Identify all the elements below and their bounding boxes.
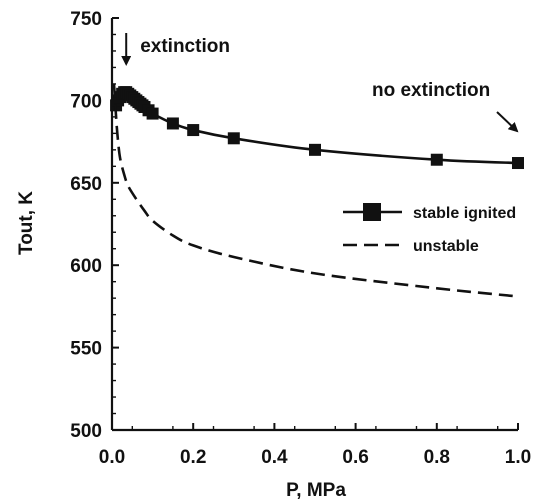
- x-tick-label: 0.8: [424, 447, 450, 468]
- no-extinction-arrow: [496, 111, 519, 133]
- x-tick-label: 0.2: [180, 447, 206, 468]
- series-line-unstable: [112, 83, 519, 298]
- data-point-marker: [430, 153, 443, 166]
- annotation-extinction: extinction: [140, 36, 230, 57]
- y-tick-label: 650: [70, 174, 102, 195]
- x-axis-label: P, MPa: [286, 480, 346, 501]
- data-point-marker: [146, 107, 159, 120]
- series-layer: [110, 83, 524, 298]
- data-point-marker: [227, 132, 240, 145]
- y-tick-label: 700: [70, 91, 102, 112]
- y-tick-label: 750: [70, 9, 102, 30]
- legend-label-1: unstable: [413, 238, 479, 255]
- data-point-marker: [166, 117, 179, 130]
- legend: stable ignited unstable: [343, 203, 516, 255]
- legend-marker-0: [363, 203, 381, 221]
- data-point-marker: [187, 124, 200, 137]
- y-tick-label: 550: [70, 339, 102, 360]
- x-tick-label: 0.0: [99, 447, 125, 468]
- legend-label-0: stable ignited: [413, 205, 516, 222]
- x-tick-label: 1.0: [505, 447, 531, 468]
- y-tick-label: 600: [70, 256, 102, 277]
- annotation-no-extinction: no extinction: [372, 80, 490, 101]
- annotations: extinction no extinction: [121, 33, 519, 133]
- x-tick-label: 0.4: [261, 447, 288, 468]
- axes: 500 550 600 650 700 750 0.0 0.2 0.4 0.6 0.8 1.0: [70, 9, 531, 468]
- data-point-marker: [309, 143, 321, 156]
- data-point-marker: [512, 157, 524, 170]
- y-axis-label: Tout, K: [16, 191, 37, 255]
- y-tick-label: 500: [70, 421, 102, 442]
- x-tick-label: 0.6: [342, 447, 368, 468]
